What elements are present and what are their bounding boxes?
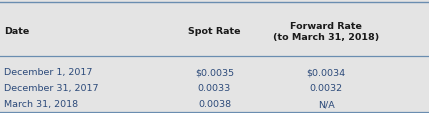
Text: $0.0035: $0.0035	[195, 68, 234, 77]
Text: $0.0034: $0.0034	[306, 68, 346, 77]
Text: 0.0038: 0.0038	[198, 100, 231, 108]
Text: Date: Date	[4, 27, 30, 36]
Text: Spot Rate: Spot Rate	[188, 27, 241, 36]
Text: N/A: N/A	[317, 100, 335, 108]
Text: March 31, 2018: March 31, 2018	[4, 100, 79, 108]
Text: 0.0033: 0.0033	[198, 84, 231, 93]
Text: 0.0032: 0.0032	[309, 84, 343, 93]
Text: December 31, 2017: December 31, 2017	[4, 84, 99, 93]
Text: December 1, 2017: December 1, 2017	[4, 68, 93, 77]
Text: Forward Rate
(to March 31, 2018): Forward Rate (to March 31, 2018)	[273, 22, 379, 41]
